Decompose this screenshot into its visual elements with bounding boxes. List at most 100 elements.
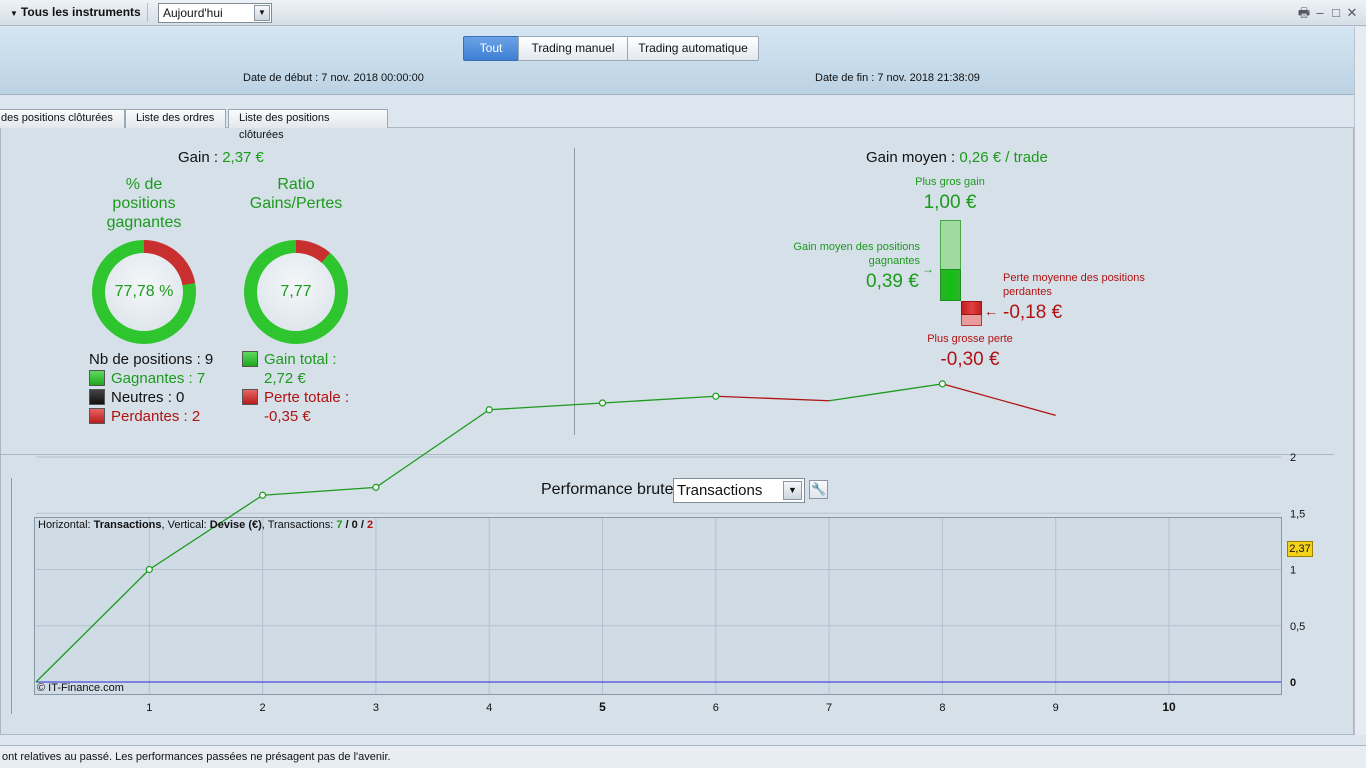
perte-totale-label: Perte totale : — [264, 389, 350, 406]
legend-gagnantes: Gagnantes : 7 — [89, 369, 213, 388]
ratio-title-line: Gains/Pertes — [249, 195, 343, 212]
period-select-value: Aujourd'hui — [163, 6, 223, 20]
start-date-value: 7 nov. 2018 00:00:00 — [321, 72, 424, 84]
gain-value: 2,37 € — [222, 149, 264, 166]
perf-mode-select[interactable]: Transactions ▼ — [673, 478, 805, 503]
minimize-icon[interactable]: – — [1316, 5, 1324, 20]
avg-gain-value: 0,26 € / trade — [959, 149, 1048, 166]
tab-positions-cloturees-partial[interactable]: des positions clôturées — [0, 109, 125, 128]
chart-info-text: , Transactions: — [261, 519, 337, 531]
legend-neutres: Neutres : 0 — [89, 388, 213, 407]
avg-loss-bar — [961, 301, 982, 315]
perf-mode-value: Transactions — [677, 482, 763, 499]
end-date-value: 7 nov. 2018 21:38:09 — [877, 72, 980, 84]
instrument-filter-label: Tous les instruments — [20, 5, 141, 19]
green-swatch-icon — [89, 370, 105, 386]
section-divider — [0, 454, 1334, 455]
chart-info-text: Transactions — [93, 519, 162, 531]
chart-info-text: Horizontal: — [38, 519, 94, 531]
worst-loss-label: Plus grosse perte — [927, 333, 1013, 345]
legend-gagnantes-label: Gagnantes : 7 — [111, 370, 206, 387]
last-value-badge: 2,37 — [1287, 541, 1313, 557]
avg-loss-value: -0,18 € — [1003, 302, 1063, 323]
start-date-label: Date de début : — [243, 72, 322, 84]
left-divider — [11, 478, 12, 714]
perf-title: Performance brute — [541, 481, 674, 498]
avg-win-label-line: Gain moyen des positions — [793, 241, 920, 253]
ratio-title: Ratio Gains/Pertes — [232, 175, 360, 213]
chevron-down-icon[interactable]: ▼ — [783, 481, 802, 500]
win-pct-donut: 77,78 % — [92, 240, 196, 344]
chart-info: Horizontal: Transactions, Vertical: Devi… — [38, 519, 373, 531]
period-select[interactable]: Aujourd'hui ▼ — [158, 3, 272, 23]
instrument-filter[interactable]: ▼ Tous les instruments — [4, 3, 148, 22]
ratio-value: 7,77 — [257, 253, 335, 331]
close-icon[interactable]: ✕ — [1346, 5, 1358, 20]
arrow-right-icon: → — [922, 262, 934, 276]
tab-tout[interactable]: Tout — [463, 36, 519, 61]
gain-label: Gain : — [178, 149, 223, 166]
avg-loss-label-line: perdantes — [1003, 286, 1052, 298]
positions-legend: Nb de positions : 9 Gagnantes : 7 Neutre… — [89, 350, 213, 426]
print-icon[interactable]: 🖶 — [1297, 5, 1311, 20]
chart-info-loss: 2 — [366, 519, 374, 531]
totals-legend: Gain total : 2,72 € Perte totale : -0,35… — [242, 350, 349, 426]
avg-win-value: 0,39 € — [866, 271, 919, 292]
chart-frame — [34, 517, 1282, 695]
gain-summary: Gain : 2,37 € — [178, 149, 264, 166]
chevron-down-icon[interactable]: ▼ — [254, 5, 270, 21]
tab-trading-manuel[interactable]: Trading manuel — [518, 36, 628, 61]
avg-win-bar — [940, 269, 961, 301]
vertical-scrollbar[interactable] — [1354, 27, 1366, 735]
tab-trading-automatique[interactable]: Trading automatique — [627, 36, 759, 61]
legend-perte-totale: Perte totale : — [242, 388, 349, 407]
caret-down-icon: ▼ — [10, 9, 18, 18]
disclaimer-footer: ont relatives au passé. Les performances… — [0, 745, 1366, 768]
avg-win-caption: Gain moyen des positions gagnantes — [770, 240, 920, 268]
avg-gain-summary: Gain moyen : 0,26 € / trade — [866, 149, 1048, 166]
perte-totale-value: -0,35 € — [264, 408, 311, 425]
gain-total-label: Gain total : — [264, 351, 337, 368]
red-swatch-icon — [89, 408, 105, 424]
start-date: Date de début : 7 nov. 2018 00:00:00 — [243, 72, 424, 84]
gain-total-value: 2,72 € — [264, 370, 306, 387]
end-date-label: Date de fin : — [815, 72, 878, 84]
tab-liste-ordres[interactable]: Liste des ordres — [125, 109, 226, 128]
positions-count: Nb de positions : 9 — [89, 351, 214, 368]
red-swatch-icon — [242, 389, 258, 405]
ratio-title-line: Ratio — [277, 176, 315, 193]
win-pct-title-line: positions — [112, 195, 176, 212]
maximize-icon[interactable]: □ — [1332, 5, 1340, 20]
worst-loss-value: -0,30 € — [940, 349, 1000, 370]
chart-info-win: 7 — [336, 519, 343, 531]
avg-loss-caption: Perte moyenne des positions perdantes — [1003, 271, 1163, 299]
legend-perdantes-label: Perdantes : 2 — [111, 408, 201, 425]
chart-info-text: , Vertical: — [161, 519, 210, 531]
dark-swatch-icon — [89, 389, 105, 405]
chart-info-text: / — [342, 519, 352, 531]
legend-gain-total: Gain total : — [242, 350, 349, 369]
chart-info-text: Devise (€) — [209, 519, 262, 531]
window-controls: 🖶 – □ ✕ — [1296, 4, 1360, 22]
end-date: Date de fin : 7 nov. 2018 21:38:09 — [815, 72, 980, 84]
green-swatch-icon — [242, 351, 258, 367]
best-gain-value: 1,00 € — [923, 192, 977, 213]
win-pct-title-line: % de — [125, 176, 163, 193]
win-pct-title: % de positions gagnantes — [92, 175, 196, 232]
ratio-donut: 7,77 — [244, 240, 348, 344]
chart-info-text: / — [357, 519, 367, 531]
avg-loss-label-line: Perte moyenne des positions — [1003, 272, 1145, 284]
avg-win-label-line: gagnantes — [868, 255, 920, 267]
arrow-left-icon: ← — [984, 303, 998, 319]
copyright: © IT-Finance.com — [37, 682, 124, 694]
tab-liste-positions-cloturees[interactable]: Liste des positions clôturées — [228, 109, 388, 141]
chart-info-neutral: 0 — [351, 519, 358, 531]
legend-neutres-label: Neutres : 0 — [111, 389, 185, 406]
avg-gain-label: Gain moyen : — [866, 149, 960, 166]
column-divider — [574, 148, 575, 435]
wrench-icon[interactable]: 🔧 — [809, 480, 828, 499]
legend-perdantes: Perdantes : 2 — [89, 407, 213, 426]
best-gain-label: Plus gros gain — [915, 176, 985, 188]
win-pct-title-line: gagnantes — [106, 214, 182, 231]
win-pct-value: 77,78 % — [105, 253, 183, 331]
